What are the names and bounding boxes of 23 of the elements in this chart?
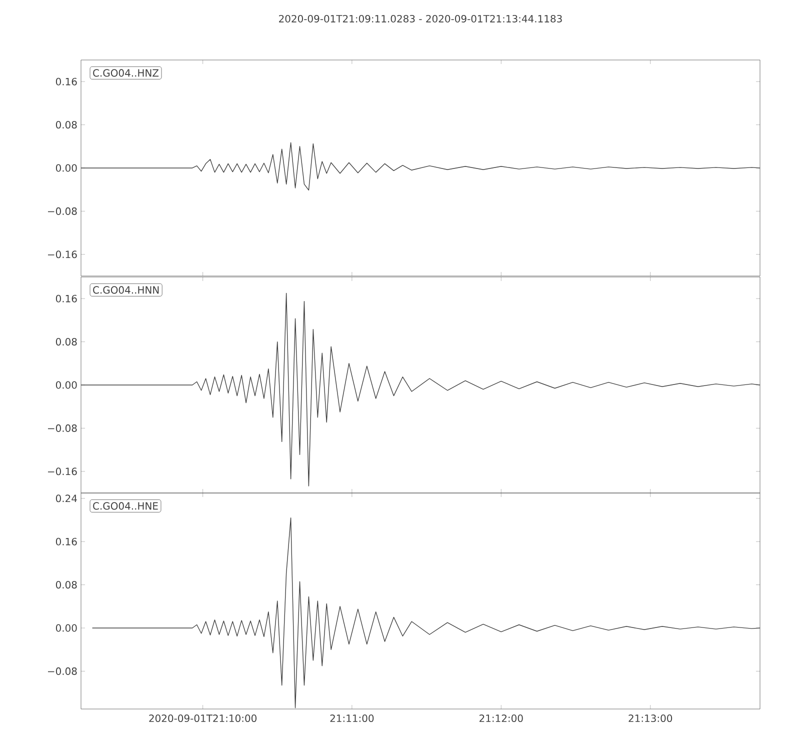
- y-tick-label: 0.16: [56, 78, 77, 86]
- y-tick-label: 0.00: [56, 381, 77, 389]
- annotation: C.GO04..HNZ: [93, 69, 159, 77]
- annotation: C.GO04..HNN: [93, 286, 159, 294]
- chart-title: 2020-09-01T21:09:11.0283 - 2020-09-01T21:13:44.1183: [279, 14, 562, 22]
- y-tick-label: 0.16: [56, 538, 77, 546]
- y-tick-label: 0.24: [56, 494, 77, 502]
- y-tick-label: −0.08: [48, 207, 77, 215]
- y-tick-label: −0.16: [48, 250, 77, 258]
- y-tick-label: −0.08: [48, 424, 77, 432]
- x-tick-label: 21:11:00: [330, 714, 374, 722]
- y-tick-label: 0.16: [56, 294, 77, 302]
- x-tick-label: 2020-09-01T21:10:00: [149, 714, 257, 722]
- y-tick-label: 0.00: [56, 624, 77, 632]
- y-tick-label: 0.08: [56, 581, 77, 589]
- y-tick-label: 0.08: [56, 338, 77, 346]
- x-tick-label: 21:12:00: [480, 714, 523, 722]
- y-tick-label: −0.16: [48, 468, 77, 476]
- x-tick-label: 21:13:00: [628, 714, 672, 722]
- annotation: C.GO04..HNE: [93, 502, 158, 510]
- y-tick-label: 0.08: [56, 121, 77, 129]
- y-tick-label: −0.08: [48, 667, 77, 675]
- y-tick-label: 0.00: [56, 164, 77, 172]
